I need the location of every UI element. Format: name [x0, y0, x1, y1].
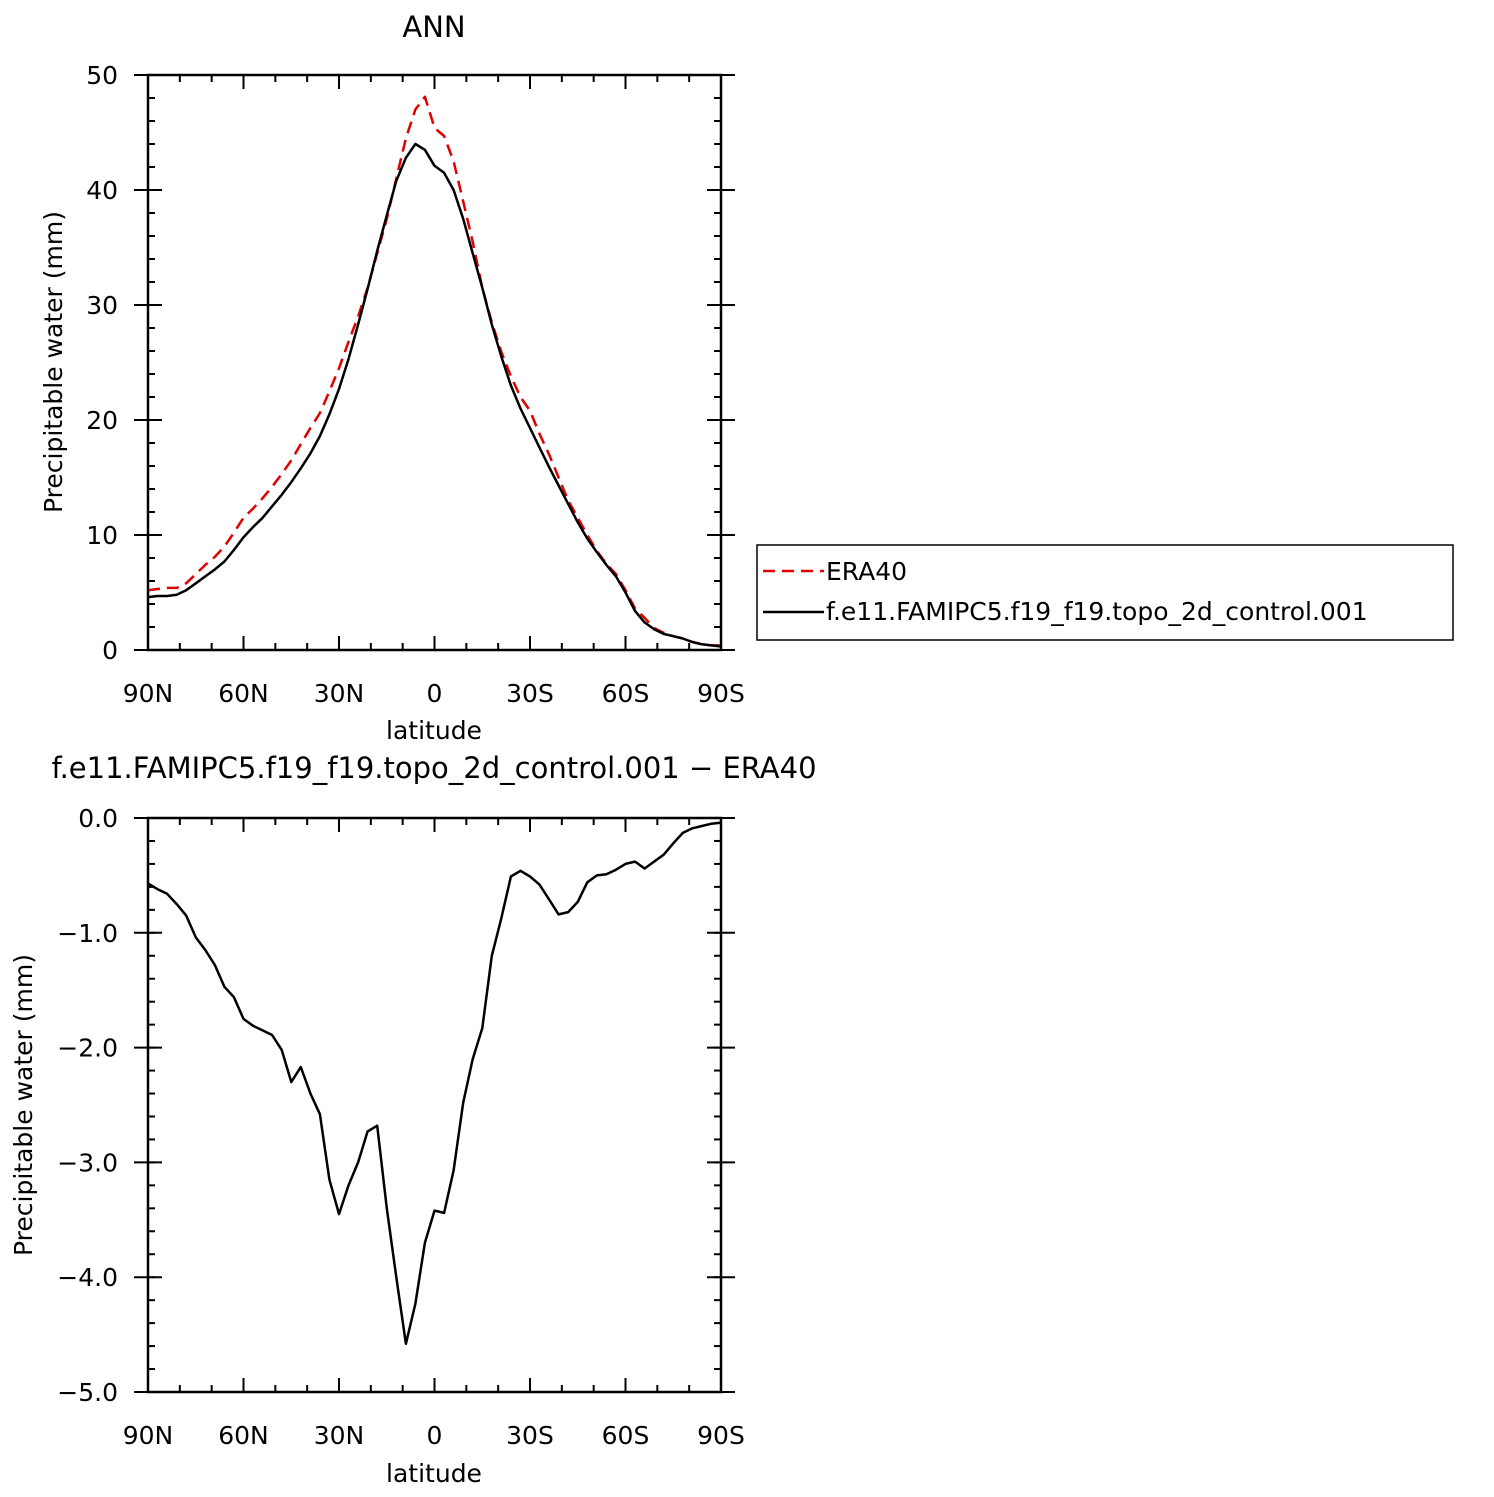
y-tick-label: −2.0: [57, 1034, 118, 1063]
panel-annual-mean: ANN 90N 60N 30N 0 30S 60S 90S 0 10 20 30 40 50 lati…: [39, 10, 745, 745]
x-tick-label: 30S: [506, 1421, 554, 1450]
x-axis-label: latitude: [386, 716, 482, 745]
plot-frame: [146, 73, 723, 652]
y-tick-labels: 0 10 20 30 40 50: [86, 61, 118, 665]
x-tick-labels: 90N 60N 30N 0 30S 60S 90S: [123, 679, 745, 708]
y-tick-label: 40: [86, 176, 118, 205]
x-tick-label: 60S: [602, 1421, 650, 1450]
series-line-model: [147, 142, 722, 648]
x-tick-label: 90S: [697, 679, 745, 708]
y-tick-label: 20: [86, 406, 118, 435]
y-tick-label: 0: [102, 636, 118, 665]
x-tick-labels: 90N 60N 30N 0 30S 60S 90S: [123, 1421, 745, 1450]
x-tick-label: 90N: [123, 1421, 174, 1450]
x-axis-label: latitude: [386, 1459, 482, 1488]
legend-label-model: f.e11.FAMIPC5.f19_f19.topo_2d_control.00…: [826, 597, 1368, 626]
x-tick-label: 60S: [602, 679, 650, 708]
panel-difference: f.e11.FAMIPC5.f19_f19.topo_2d_control.00…: [9, 751, 817, 1488]
x-tick-label: 30S: [506, 679, 554, 708]
panel-title: ANN: [402, 10, 465, 44]
x-tick-label: 60N: [218, 1421, 269, 1450]
x-tick-label: 90S: [697, 1421, 745, 1450]
y-tick-label: −3.0: [57, 1148, 118, 1177]
x-tick-label: 30N: [314, 1421, 365, 1450]
y-axis-label: Precipitable water (mm): [9, 954, 38, 1256]
x-tick-label: 90N: [123, 679, 174, 708]
y-tick-label: 50: [86, 61, 118, 90]
tick-marks: [134, 74, 735, 651]
y-tick-label: −1.0: [57, 919, 118, 948]
y-tick-labels: 0.0 −1.0 −2.0 −3.0 −4.0 −5.0: [57, 804, 118, 1407]
series-line-era40: [147, 95, 721, 647]
x-tick-label: 0: [427, 679, 443, 708]
series-group: [147, 95, 722, 648]
y-tick-label: −5.0: [57, 1378, 118, 1407]
y-tick-label: 10: [86, 521, 118, 550]
legend: ERA40 f.e11.FAMIPC5.f19_f19.topo_2d_cont…: [756, 544, 1454, 641]
panel-title: f.e11.FAMIPC5.f19_f19.topo_2d_control.00…: [51, 751, 816, 785]
y-axis-label: Precipitable water (mm): [39, 211, 68, 513]
series-group: [147, 821, 722, 1346]
y-tick-label: 0.0: [78, 804, 118, 833]
series-line-difference: [147, 821, 722, 1346]
legend-label-era40: ERA40: [826, 557, 907, 586]
x-tick-label: 30N: [314, 679, 365, 708]
y-tick-label: 30: [86, 291, 118, 320]
legend-box: [756, 544, 1454, 641]
plot-frame: [146, 816, 723, 1394]
x-tick-label: 60N: [218, 679, 269, 708]
y-tick-label: −4.0: [57, 1263, 118, 1292]
tick-marks: [134, 817, 735, 1393]
x-tick-label: 0: [427, 1421, 443, 1450]
